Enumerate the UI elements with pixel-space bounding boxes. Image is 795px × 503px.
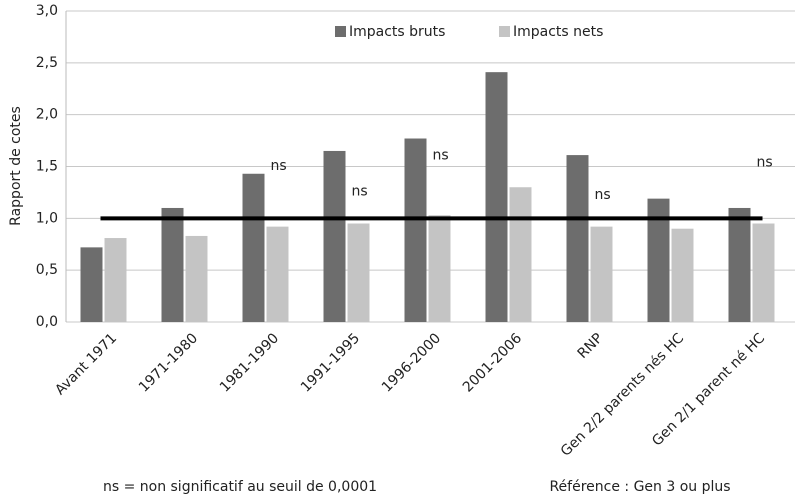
bar: [404, 138, 427, 322]
bar: [647, 198, 670, 322]
bar: [485, 72, 508, 322]
y-tick-label: 2,5: [36, 55, 58, 71]
annotation: ns: [595, 187, 611, 203]
y-tick-label: 0,0: [36, 314, 58, 330]
bar: [104, 238, 127, 322]
y-tick-label: 2,0: [36, 107, 58, 123]
bar: [266, 226, 289, 322]
legend-label: Impacts bruts: [349, 24, 445, 40]
bar: [752, 223, 775, 322]
bar: [566, 155, 589, 322]
x-tick-label: 1996-2000: [379, 330, 444, 395]
y-axis-label: Rapport de cotes: [8, 106, 24, 226]
y-tick-label: 1,0: [36, 210, 58, 226]
bar: [671, 228, 694, 322]
legend-swatch: [335, 26, 346, 37]
x-tick-label: 1971-1980: [136, 330, 201, 395]
annotation: ns: [271, 158, 287, 174]
bar: [428, 215, 451, 322]
bar: [80, 247, 103, 322]
footnote: ns = non significatif au seuil de 0,0001: [103, 479, 377, 495]
bar: [347, 223, 370, 322]
bar: [590, 226, 613, 322]
annotation: ns: [757, 155, 773, 171]
bar: [185, 235, 208, 322]
bar: [728, 207, 751, 322]
bar: [242, 173, 265, 322]
x-tick-label: RNP: [575, 330, 607, 362]
bar: [509, 187, 532, 322]
y-tick-label: 0,5: [36, 262, 58, 278]
x-tick-label: 2001-2006: [460, 330, 525, 395]
y-tick-label: 3,0: [36, 3, 58, 19]
bar: [323, 150, 346, 322]
x-tick-label: 1981-1990: [217, 330, 282, 395]
legend-label: Impacts nets: [513, 24, 603, 40]
x-tick-label: Avant 1971: [52, 330, 120, 398]
footnote: Référence : Gen 3 ou plus: [549, 479, 730, 495]
bar: [161, 207, 184, 322]
annotation: ns: [433, 147, 449, 163]
legend-swatch: [499, 26, 510, 37]
y-tick-label: 1,5: [36, 159, 58, 175]
annotation: ns: [352, 184, 368, 200]
x-tick-label: 1991-1995: [298, 330, 363, 395]
